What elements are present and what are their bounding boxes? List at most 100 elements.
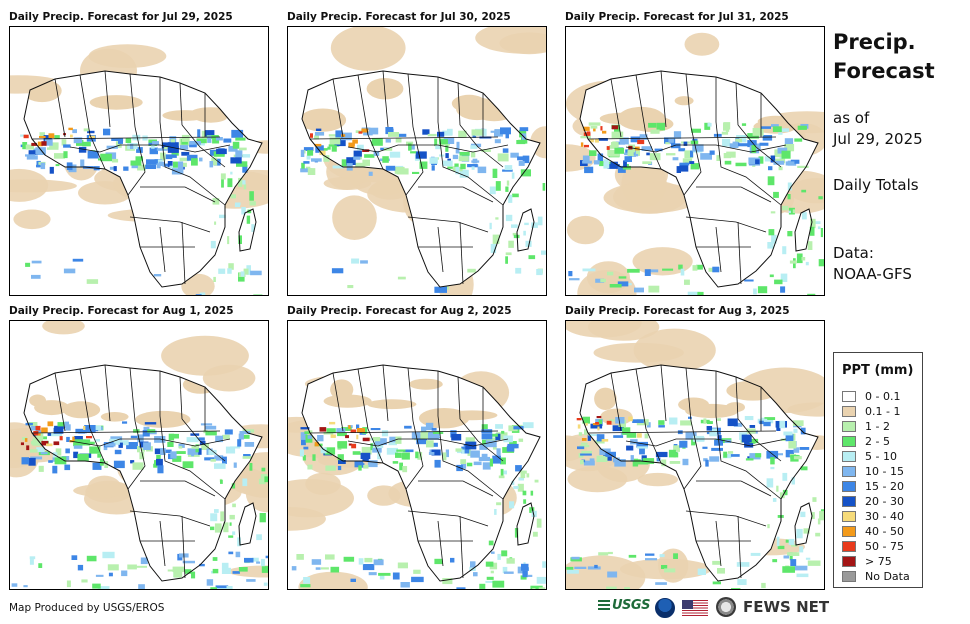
legend-swatch [842,451,856,462]
legend-item: > 75 [842,554,924,569]
precip-map [287,26,547,296]
partner-logos: USGS FEWS NET [598,597,830,619]
country-border [737,515,742,579]
country-border [587,430,777,434]
country-border [159,226,166,273]
africa-land [302,71,540,287]
country-border [309,136,499,140]
daily-totals-label: Daily Totals [833,176,919,194]
precip-map [9,26,269,296]
panel-title: Daily Precip. Forecast for Jul 29, 2025 [9,11,233,23]
country-border [696,480,772,497]
legend-item: 0 - 0.1 [842,389,924,404]
rain-band [291,421,546,589]
usgs-label: USGS [612,598,650,613]
country-border [645,428,662,464]
country-border [459,124,504,168]
legend-swatch [842,391,856,402]
country-border [31,136,221,140]
country-border [459,515,464,579]
legend-item: 30 - 40 [842,509,924,524]
forecast-panel-jul-31: Daily Precip. Forecast for Jul 31, 2025 [565,10,825,296]
country-border [660,364,667,422]
forecast-panel-aug-3: Daily Precip. Forecast for Aug 3, 2025 [565,304,825,590]
legend-label: 0 - 0.1 [865,390,901,403]
as-of-date: Jul 29, 2025 [833,130,923,148]
country-border [715,520,722,567]
africa-outline [301,70,541,288]
africa-outline [23,70,263,288]
country-border [645,134,662,170]
madagascar-outline [238,502,257,546]
africa-outline [301,364,541,582]
country-border [407,367,414,422]
country-border [69,438,231,447]
country-border [437,520,444,567]
country-border [715,415,782,500]
country-border [357,74,369,136]
africa-outline [23,364,263,582]
country-border [715,121,782,206]
legend-swatch [842,496,856,507]
country-border [79,368,91,430]
us-flag-icon [682,600,708,616]
country-border [129,510,211,527]
country-border [332,372,344,432]
legend-item: 40 - 50 [842,524,924,539]
country-border [610,78,622,138]
panel-title: Daily Precip. Forecast for Aug 3, 2025 [565,305,790,317]
country-border [69,144,231,153]
country-border [129,73,136,128]
rain-band [300,127,546,293]
legend-item: 0.1 - 1 [842,404,924,419]
legend-item: No Data [842,569,924,584]
country-border [54,372,66,432]
country-border [587,136,777,140]
africa-land [24,365,262,581]
fews-net-logo: FEWS NET [743,598,830,616]
country-border [181,418,226,462]
country-border [635,74,647,136]
madagascar-land [795,503,812,545]
country-border [457,376,461,420]
country-border [437,121,504,206]
country-border [635,368,647,430]
country-border [696,186,772,203]
country-border [127,420,146,490]
country-border [89,428,106,464]
data-source: NOAA-GFS [833,265,912,283]
panel-title: Daily Precip. Forecast for Jul 30, 2025 [287,11,511,23]
africa-outline [579,364,819,582]
map-credit: Map Produced by USGS/EROS [9,602,165,614]
country-border [31,430,221,434]
country-border [737,221,742,285]
legend-label: 15 - 20 [865,480,904,493]
legend-swatch [842,556,856,567]
legend-item: 10 - 15 [842,464,924,479]
country-border [437,415,504,500]
country-border [140,480,216,497]
country-border [457,82,461,126]
country-border [382,364,389,422]
country-border [367,428,384,464]
country-border [407,73,414,128]
legend-label: 5 - 10 [865,450,897,463]
country-border [610,372,622,432]
country-border [104,364,111,422]
country-border [367,134,384,170]
country-border [735,376,739,420]
legend-swatch [842,526,856,537]
legend-label: 40 - 50 [865,525,904,538]
africa-land [24,71,262,287]
country-border [737,418,782,462]
country-border [54,78,66,138]
country-border [89,134,106,170]
country-border [625,438,787,447]
country-border [685,510,767,527]
legend-item: 1 - 2 [842,419,924,434]
legend-swatch [842,436,856,447]
madagascar-outline [794,208,813,252]
forecast-panel-jul-29: Daily Precip. Forecast for Jul 29, 2025 [9,10,269,296]
legend-label: No Data [865,570,910,583]
country-border [405,420,424,490]
